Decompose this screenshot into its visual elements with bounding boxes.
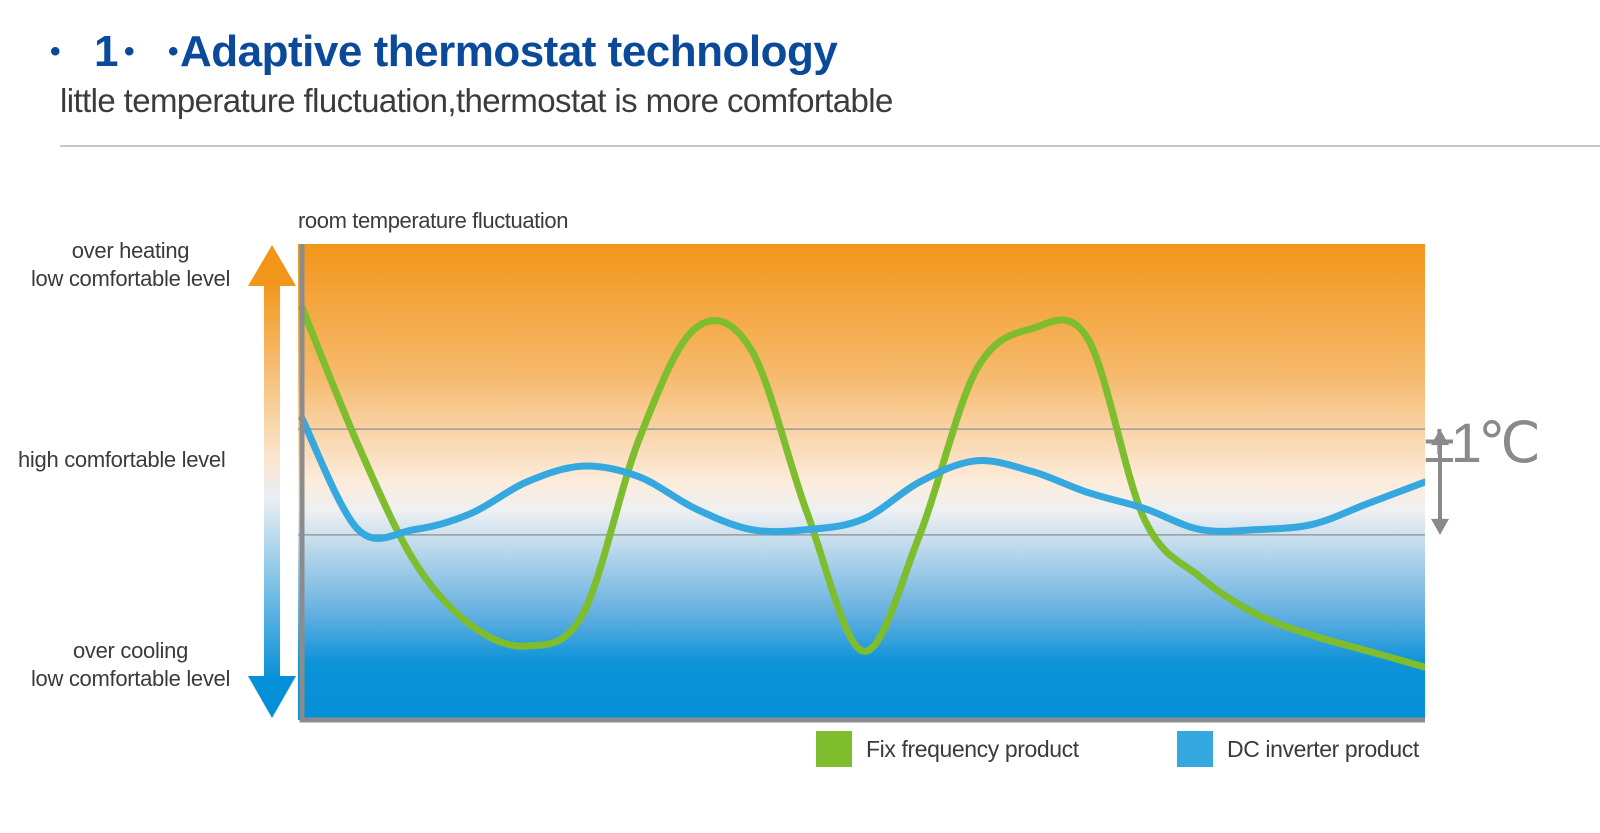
label-over-heating-line2: low comfortable level <box>30 266 231 291</box>
double-arrow-vertical-icon <box>248 245 296 718</box>
band-label: ±1℃ <box>1424 411 1541 474</box>
label-high-comfort: high comfortable level <box>18 447 226 472</box>
title-text: Adaptive thermostat technology <box>180 27 838 76</box>
chart-title: room temperature fluctuation <box>298 208 569 233</box>
legend-item-dc-inverter: DC inverter product <box>1177 731 1419 767</box>
label-over-heating: over heating low comfortable level <box>18 237 243 293</box>
label-over-cooling-line2: low comfortable level <box>30 666 231 691</box>
series-line-dc-inverter <box>298 415 1425 542</box>
legend-item-fix-frequency: Fix frequency product <box>816 731 1079 767</box>
legend-swatch-fix-frequency <box>816 731 852 767</box>
band-double-arrow-icon <box>1431 429 1449 535</box>
title-bullet-mid: • <box>124 35 135 68</box>
label-over-cooling-line1: over cooling <box>72 638 189 663</box>
legend-label-dc-inverter: DC inverter product <box>1227 735 1419 762</box>
label-over-cooling: over cooling low comfortable level <box>18 637 243 693</box>
series-line-fix-frequency <box>298 304 1425 671</box>
title-number: 1 <box>94 27 118 76</box>
plot-background <box>298 244 1425 720</box>
divider <box>60 145 1600 147</box>
slide-title: • 1 • • Adaptive thermostat technology <box>50 22 838 82</box>
slide-subtitle: little temperature fluctuation,thermosta… <box>60 82 893 119</box>
title-bullet-pre: • <box>168 35 179 68</box>
legend-swatch-dc-inverter <box>1177 731 1213 767</box>
label-over-heating-line1: over heating <box>71 238 190 263</box>
legend-label-fix-frequency: Fix frequency product <box>866 735 1079 762</box>
title-bullet: • <box>50 35 61 68</box>
